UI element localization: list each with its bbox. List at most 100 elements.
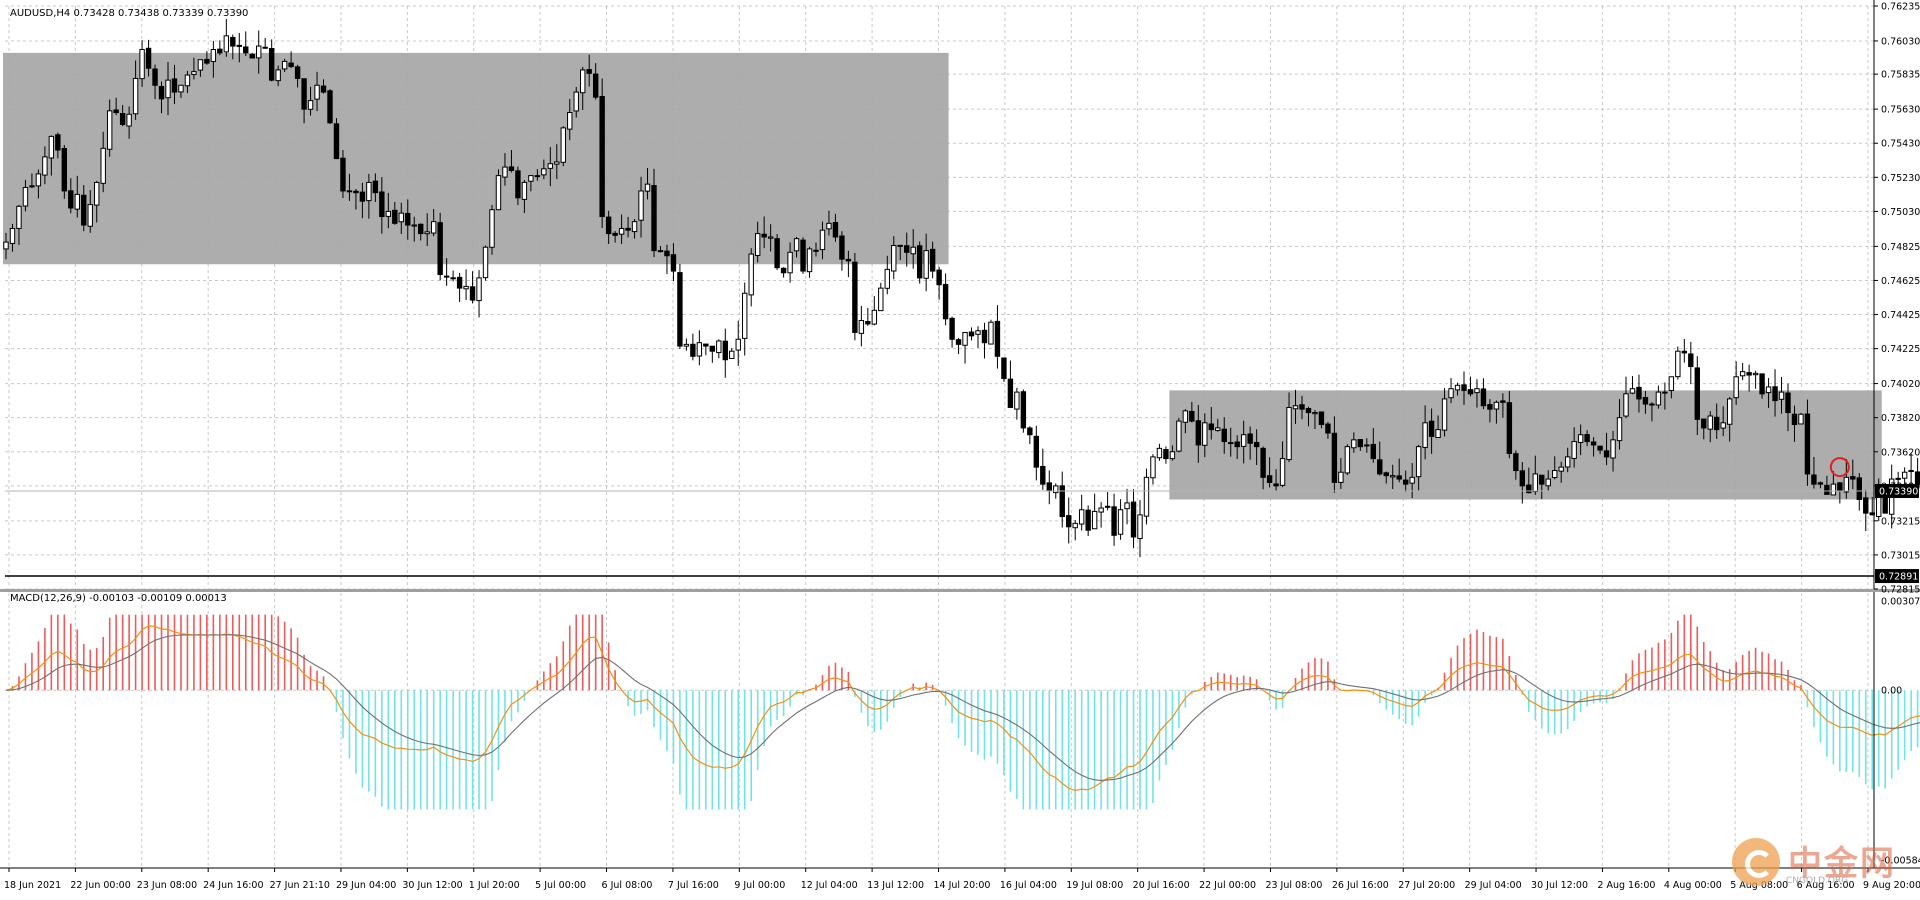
- candle: [152, 64, 158, 100]
- logo-icon: [1732, 838, 1780, 886]
- candle: [1513, 450, 1519, 480]
- candle: [1260, 446, 1266, 490]
- candle: [1208, 406, 1214, 440]
- candle: [767, 224, 774, 252]
- candle: [1577, 424, 1584, 456]
- candle: [981, 322, 988, 359]
- candle: [1863, 489, 1869, 531]
- candle-body: [1001, 357, 1007, 379]
- candle: [800, 237, 806, 274]
- candle: [1351, 432, 1357, 453]
- candle-body: [1247, 433, 1253, 444]
- candle-body: [346, 190, 353, 193]
- time-tick-label: 24 Jun 16:00: [203, 880, 263, 891]
- candle-body: [754, 233, 761, 257]
- candle: [1325, 421, 1331, 439]
- candle-body: [256, 45, 262, 59]
- candle: [1811, 456, 1817, 489]
- candle: [657, 246, 664, 253]
- candle: [314, 71, 320, 112]
- candle-body: [204, 58, 210, 64]
- candle-body: [1351, 439, 1357, 449]
- candle-body: [1798, 413, 1804, 425]
- candle-body: [839, 235, 845, 260]
- candle: [139, 40, 145, 87]
- candle-body: [1240, 434, 1247, 447]
- candle: [333, 118, 340, 160]
- candle: [61, 144, 68, 199]
- candle-body: [1137, 514, 1143, 540]
- candle-body: [1117, 509, 1124, 535]
- candle: [696, 330, 703, 366]
- time-tick-label: 29 Jun 04:00: [336, 880, 396, 891]
- candle: [1843, 458, 1850, 499]
- candle-body: [1007, 378, 1014, 408]
- candle-body: [644, 183, 651, 192]
- candle-body: [262, 46, 268, 49]
- candle: [826, 210, 832, 236]
- time-tick-label: 18 Jun 2021: [4, 880, 61, 891]
- candle: [677, 263, 683, 350]
- candle-body: [1318, 411, 1325, 425]
- candle-body: [1545, 478, 1551, 487]
- candle-body: [495, 175, 502, 211]
- candle: [839, 231, 845, 271]
- price-tick-label: 0.73820: [1881, 413, 1920, 424]
- candle-body: [424, 231, 430, 235]
- candle: [586, 54, 592, 87]
- candle-body: [359, 191, 366, 202]
- candle-body: [1623, 393, 1629, 417]
- candle: [605, 210, 612, 245]
- candle: [625, 216, 631, 238]
- price-tick-label: 0.73620: [1881, 447, 1920, 458]
- candle: [230, 34, 236, 60]
- candle: [1642, 390, 1649, 414]
- candle-body: [923, 250, 929, 279]
- candle-body: [385, 210, 392, 217]
- current-price-tag: 0.73390: [1879, 486, 1918, 497]
- candle-body: [314, 84, 320, 100]
- candle-body: [1221, 428, 1227, 443]
- candle: [1493, 400, 1500, 424]
- candle: [1668, 376, 1675, 399]
- candle: [515, 166, 521, 206]
- candle: [1247, 426, 1253, 460]
- candle: [1266, 457, 1273, 488]
- candle-body: [1130, 501, 1137, 538]
- candle: [456, 272, 463, 302]
- candle: [891, 236, 897, 280]
- time-tick-label: 16 Jul 04:00: [1000, 880, 1057, 891]
- candle: [1584, 430, 1590, 447]
- candle-body: [152, 68, 158, 86]
- candle-body: [1778, 391, 1785, 400]
- candle-body: [353, 190, 359, 194]
- candle: [1221, 417, 1227, 454]
- candle-body: [929, 248, 936, 272]
- candle-body: [1066, 515, 1072, 528]
- candle: [1344, 444, 1351, 476]
- candle-body: [456, 276, 463, 289]
- candle-body: [1824, 484, 1830, 495]
- candle-body: [1143, 476, 1150, 517]
- candle: [113, 97, 119, 116]
- macd-tick-label: -0.00584: [1881, 856, 1920, 867]
- candle-body: [696, 342, 703, 357]
- range-zone: [3, 52, 949, 265]
- candle-body: [1454, 384, 1461, 391]
- price-tick-label: 0.75430: [1881, 139, 1920, 150]
- candle: [852, 252, 858, 341]
- candle-body: [1195, 420, 1202, 446]
- candle: [1189, 401, 1195, 423]
- candle-body: [9, 227, 16, 244]
- candle-body: [1260, 447, 1266, 478]
- price-overlays: [5, 457, 1874, 577]
- candle-body: [567, 112, 573, 130]
- candle: [567, 98, 573, 141]
- candle: [463, 269, 469, 301]
- candle: [1124, 488, 1130, 525]
- candle: [1130, 489, 1137, 549]
- candle: [994, 305, 1001, 369]
- candle-body: [735, 338, 741, 351]
- candle: [9, 223, 16, 252]
